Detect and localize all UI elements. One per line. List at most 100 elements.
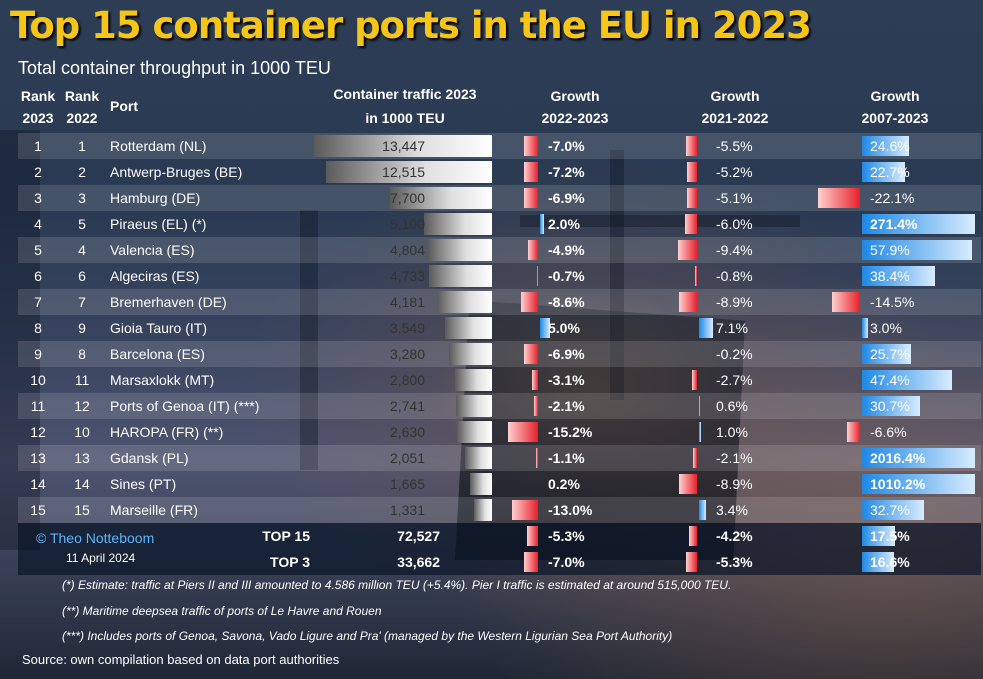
growth-2021-2022-cell: -5.1% [716,190,753,206]
rank-2022-cell: 3 [78,190,86,206]
growth-2022-2023-cell: -8.6% [548,294,585,310]
traffic-bar [314,135,492,157]
growth-2022-2023-cell: -4.9% [548,242,585,258]
growth-2007-2023-bar [862,344,911,364]
traffic-bar [436,291,492,313]
growth-2007-2023-cell: 47.4% [870,372,910,388]
growth-2021-2022-bar [679,474,697,494]
growth-2022-2023-cell: -7.2% [548,164,585,180]
header-growth-2022-2023-a: Growth [550,88,600,104]
traffic-bar [469,473,492,495]
growth-2007-2023-cell: 30.7% [870,398,910,414]
rank-2023-cell: 5 [34,242,42,258]
source-note: Source: own compilation based on data po… [22,652,340,667]
growth-2022-2023-cell: -6.9% [548,190,585,206]
traffic-bar [429,265,492,287]
header-growth-2007-2023-b: 2007-2023 [861,110,929,126]
total-growth-2021-2022-cell: -4.2% [716,528,753,544]
traffic-bar [455,395,492,417]
growth-2021-2022-cell: -2.7% [716,372,753,388]
traffic-value-cell: 2,051 [389,450,425,466]
traffic-bar [390,187,492,209]
rank-2022-cell: 8 [78,346,86,362]
growth-2007-2023-cell: 24.6% [870,138,910,154]
port-name-cell: Algeciras (ES) [110,268,200,284]
total-growth-2022-2023-cell: -5.3% [548,528,585,544]
growth-2021-2022-bar [691,370,697,390]
table-row [18,341,981,367]
growth-2007-2023-cell: 38.4% [870,268,910,284]
rank-2022-cell: 13 [74,450,90,466]
container-ship-silhouette [455,300,745,560]
total-growth-2022-2023-cell: -7.0% [548,554,585,570]
traffic-bar [464,447,492,469]
rank-2022-cell: 1 [78,138,86,154]
growth-2021-2022-cell: -0.8% [716,268,753,284]
growth-2022-2023-bar [512,500,538,520]
growth-2022-2023-bar [524,188,538,208]
rank-2023-cell: 12 [30,424,46,440]
total-growth-2022-2023-bar [527,526,538,546]
growth-2007-2023-bar [862,448,975,468]
growth-2022-2023-cell: -7.0% [548,138,585,154]
growth-2022-2023-cell: 0.2% [548,476,580,492]
rank-2023-cell: 15 [30,502,46,518]
port-name-cell: Barcelona (ES) [110,346,205,362]
port-name-cell: Marseille (FR) [110,502,198,518]
growth-2007-2023-bar [862,500,925,520]
growth-2007-2023-bar [862,162,906,182]
growth-2022-2023-bar [535,448,538,468]
rank-2022-cell: 2 [78,164,86,180]
traffic-value-cell: 4,804 [389,242,425,258]
rank-2023-cell: 14 [30,476,46,492]
growth-2007-2023-cell: 1010.2% [870,476,926,492]
port-name-cell: Marsaxlokk (MT) [110,372,215,388]
growth-2007-2023-cell: 2016.4% [870,450,926,466]
header-rank-2023-b: 2023 [22,110,54,126]
port-name-cell: HAROPA (FR) (**) [110,424,224,440]
footnote-1: (*) Estimate: traffic at Piers II and II… [62,578,732,592]
growth-2022-2023-cell: -3.1% [548,372,585,388]
traffic-value-cell: 5,100 [389,216,425,232]
port-name-cell: Hamburg (DE) [110,190,201,206]
growth-2021-2022-cell: 7.1% [716,320,748,336]
growth-2007-2023-cell: 25.7% [870,346,910,362]
growth-2022-2023-cell: -13.0% [548,502,593,518]
total-growth-2021-2022-bar [688,526,697,546]
growth-2022-2023-bar [536,266,538,286]
header-growth-2022-2023-b: 2022-2023 [541,110,609,126]
growth-2007-2023-cell: 3.0% [870,320,902,336]
header-growth-2021-2022-a: Growth [710,88,760,104]
growth-2022-2023-bar [508,422,538,442]
growth-2021-2022-cell: -5.2% [716,164,753,180]
growth-2007-2023-cell: -6.6% [870,424,907,440]
port-name-cell: Bremerhaven (DE) [110,294,227,310]
traffic-value-cell: 2,800 [389,372,425,388]
traffic-bar [428,239,492,261]
growth-2021-2022-cell: -8.9% [716,294,753,310]
growth-2007-2023-cell: -14.5% [870,294,915,310]
traffic-value-cell: 3,549 [389,320,425,336]
rank-2023-cell: 8 [34,320,42,336]
traffic-value-cell: 4,733 [389,268,425,284]
header-port: Port [110,98,138,114]
port-name-cell: Valencia (ES) [110,242,195,258]
traffic-bar [445,317,492,339]
rank-2022-cell: 7 [78,294,86,310]
port-name-cell: Rotterdam (NL) [110,138,207,154]
table-row [18,289,981,315]
rank-2023-cell: 1 [34,138,42,154]
growth-2022-2023-cell: 5.0% [548,320,580,336]
growth-2022-2023-bar [523,162,538,182]
growth-2022-2023-bar [524,136,538,156]
rank-2022-cell: 12 [74,398,90,414]
growth-2022-2023-bar [540,214,544,234]
growth-2022-2023-cell: -2.1% [548,398,585,414]
rank-2023-cell: 13 [30,450,46,466]
growth-2007-2023-bar [862,318,868,338]
rank-2022-cell: 4 [78,242,86,258]
growth-2021-2022-cell: -5.5% [716,138,753,154]
growth-2007-2023-cell: 57.9% [870,242,910,258]
traffic-value-cell: 1,331 [389,502,425,518]
author-credit: © Theo Notteboom [36,530,155,546]
